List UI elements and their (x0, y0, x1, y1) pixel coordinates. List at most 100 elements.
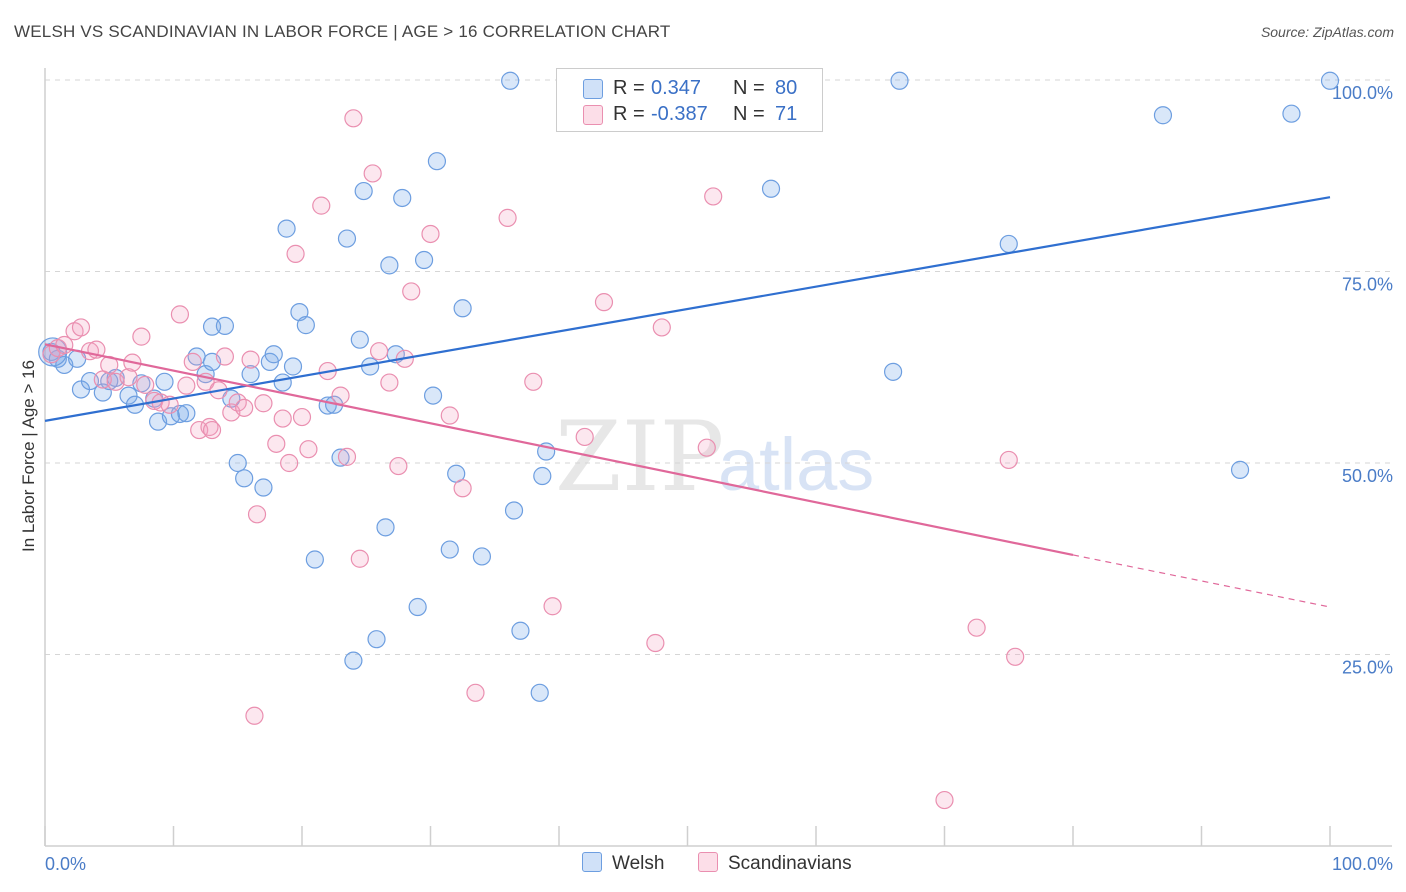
watermark-zip: ZIP (555, 401, 724, 513)
welsh-swatch-icon (583, 79, 603, 99)
legend-row-welsh: R = 0.347 N = 80 (557, 75, 822, 101)
welsh-point (999, 234, 1018, 254)
legend-item-welsh[interactable]: Welsh (582, 852, 664, 875)
watermark-atlas: atlas (718, 423, 874, 506)
welsh-point (215, 316, 234, 335)
legend-n-label: N = (733, 103, 765, 125)
scandinavians-point (652, 318, 671, 337)
x-ticks (44, 826, 1331, 846)
scandinavians-point (646, 633, 665, 653)
welsh-point (423, 386, 443, 405)
y-tick-label-75: 75.0% (1342, 275, 1393, 295)
scandinavians-point (575, 427, 594, 447)
scandinavians-point (241, 350, 260, 369)
legend-n-label: N = (733, 77, 765, 99)
scandinavians-point (440, 406, 459, 425)
scandinavians-point (132, 327, 151, 346)
scandinavians-point (292, 407, 312, 427)
welsh-point (283, 357, 303, 376)
y-tick-label-25: 25.0% (1342, 658, 1393, 678)
y-tick-label-50: 50.0% (1342, 466, 1393, 486)
x-tick-label-right: 100.0% (1332, 854, 1393, 874)
welsh-point (504, 501, 524, 520)
source-credit: Source: ZipAtlas.com (1260, 24, 1394, 40)
welsh-point (202, 317, 222, 336)
scandinavians-point (466, 683, 485, 702)
legend-item-scandinavians[interactable]: Scandinavians (698, 852, 852, 875)
legend-r-value: -0.387 (651, 103, 708, 125)
legend-r-label: R = (613, 103, 645, 125)
welsh-point (890, 71, 909, 90)
scandinavians-point (999, 450, 1018, 470)
welsh-point (155, 372, 174, 391)
chart-title: WELSH VS SCANDINAVIAN IN LABOR FORCE | A… (14, 22, 671, 41)
welsh-point (119, 386, 138, 405)
welsh-point (235, 469, 254, 488)
scandinavians-point (380, 373, 399, 392)
scandinavians-point (421, 224, 440, 244)
welsh-point (254, 478, 273, 497)
welsh-point (344, 651, 363, 670)
scandinavians-point (183, 352, 202, 371)
welsh-point (427, 152, 447, 171)
welsh-point (264, 345, 283, 364)
scandinavians-point (594, 293, 614, 312)
welsh-point (177, 404, 196, 423)
legend-row-scandinavians: R = -0.387 N = 71 (557, 101, 822, 127)
scandinavians-point (170, 305, 190, 324)
welsh-point (228, 453, 247, 473)
scandinavians-point (524, 372, 543, 391)
welsh-point (453, 299, 472, 318)
scandinavians-point (370, 342, 389, 361)
legend-n-value: 71 (775, 103, 798, 125)
welsh-point (414, 250, 434, 270)
scandinavians-point (312, 196, 331, 215)
scandinavians-point (498, 208, 517, 227)
scandinavians-point (363, 164, 382, 183)
scandinavians-trend-line (44, 343, 1074, 556)
welsh-point (530, 683, 549, 702)
welsh-point (337, 229, 357, 248)
scandinavians-point (967, 618, 986, 637)
scandinavians-point (71, 318, 91, 337)
scandinavians-point (402, 282, 421, 301)
welsh-point (501, 71, 520, 90)
scandinavians-point (543, 597, 562, 616)
welsh-point (350, 330, 369, 349)
scandinavians-point (280, 453, 299, 473)
welsh-point (393, 188, 412, 208)
scandinavians-trend-extension (1072, 554, 1331, 608)
welsh-trend-line (44, 196, 1331, 422)
scandinavians-point (1006, 647, 1025, 666)
scandinavians-point (215, 347, 234, 366)
scandinavians-point (136, 375, 155, 394)
scandinavians-point (704, 187, 723, 206)
welsh-point (354, 181, 373, 201)
welsh-point (511, 621, 530, 640)
gridlines (45, 79, 1392, 655)
scandinavians-point (190, 420, 209, 440)
welsh-legend-icon (582, 852, 602, 872)
scandinavians-point (935, 790, 954, 810)
legend-n-value: 80 (775, 77, 798, 99)
welsh-point (367, 630, 386, 649)
welsh-point (361, 357, 380, 376)
scandinavians-point (177, 376, 196, 395)
welsh-point (1320, 71, 1340, 90)
scandinavians-point (350, 549, 369, 568)
welsh-point (93, 383, 112, 402)
welsh-point (472, 547, 491, 566)
y-axis-label: In Labor Force | Age > 16 (19, 360, 38, 552)
scandinavians-point (389, 456, 408, 476)
scandinavians-point (697, 438, 716, 457)
welsh-point (380, 256, 399, 275)
scandinavians-point (331, 386, 350, 405)
legend-r-value: 0.347 (651, 77, 702, 99)
scandinavians-point (247, 505, 267, 524)
scandinavians-point (245, 706, 264, 725)
scandinavians-point (254, 394, 273, 413)
welsh-point (1153, 106, 1173, 125)
scandinavians-swatch-icon (583, 105, 603, 125)
welsh-point (1230, 460, 1250, 479)
